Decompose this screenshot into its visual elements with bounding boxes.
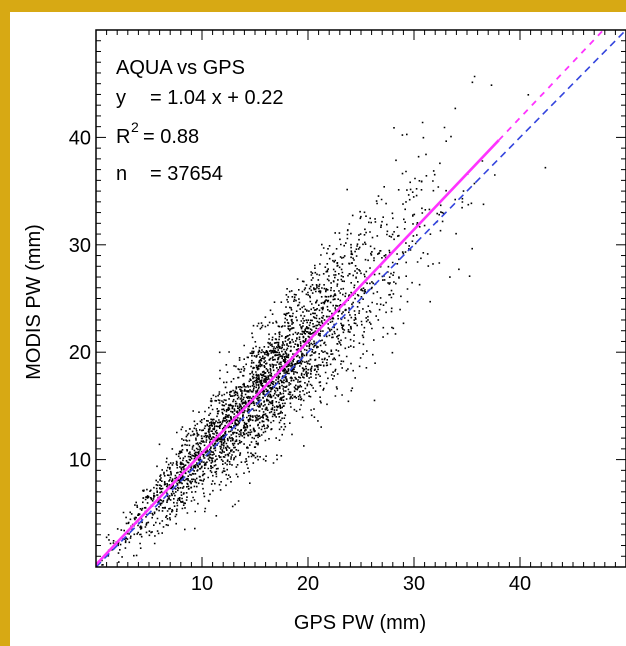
figure-frame: 10 20 30 40 10 20 30 40 AQUA vs GPS y = 1.04 x … [10,12,626,646]
scatter-points [101,75,547,566]
y-tick-label: 20 [69,342,91,364]
annotation-equation: = 1.04 x + 0.22 [150,87,283,109]
y-axis-title: MODIS PW (mm) [23,224,45,380]
x-tick-label: 40 [509,573,531,595]
x-tick-label: 20 [297,573,319,595]
annotation-r2-value: = 0.88 [143,126,199,148]
y-tick-label: 40 [69,127,91,149]
y-tick-label: 10 [69,450,91,472]
scatter-point-cloud [101,75,547,566]
annotation-n-value: = 37654 [150,163,223,185]
y-tick-label: 30 [69,235,91,257]
fit-lines [96,30,626,567]
annotation-n-label: n [116,163,127,185]
one-to-one-line [96,30,626,567]
points-group [101,75,547,566]
annotation-title: AQUA vs GPS [116,57,245,79]
x-tick-label: 30 [403,573,425,595]
x-tick-label: 10 [191,573,213,595]
axes: 10 20 30 40 10 20 30 40 [69,29,626,595]
annotation-r2-label: R [116,126,130,148]
regression-line [96,139,500,566]
annotation-eq-label: y [116,87,126,109]
annotation-r2-sup: 2 [131,119,139,135]
x-axis-title: GPS PW (mm) [294,612,426,634]
scatter-chart: 10 20 30 40 10 20 30 40 AQUA vs GPS y = 1.04 x … [23,29,626,634]
